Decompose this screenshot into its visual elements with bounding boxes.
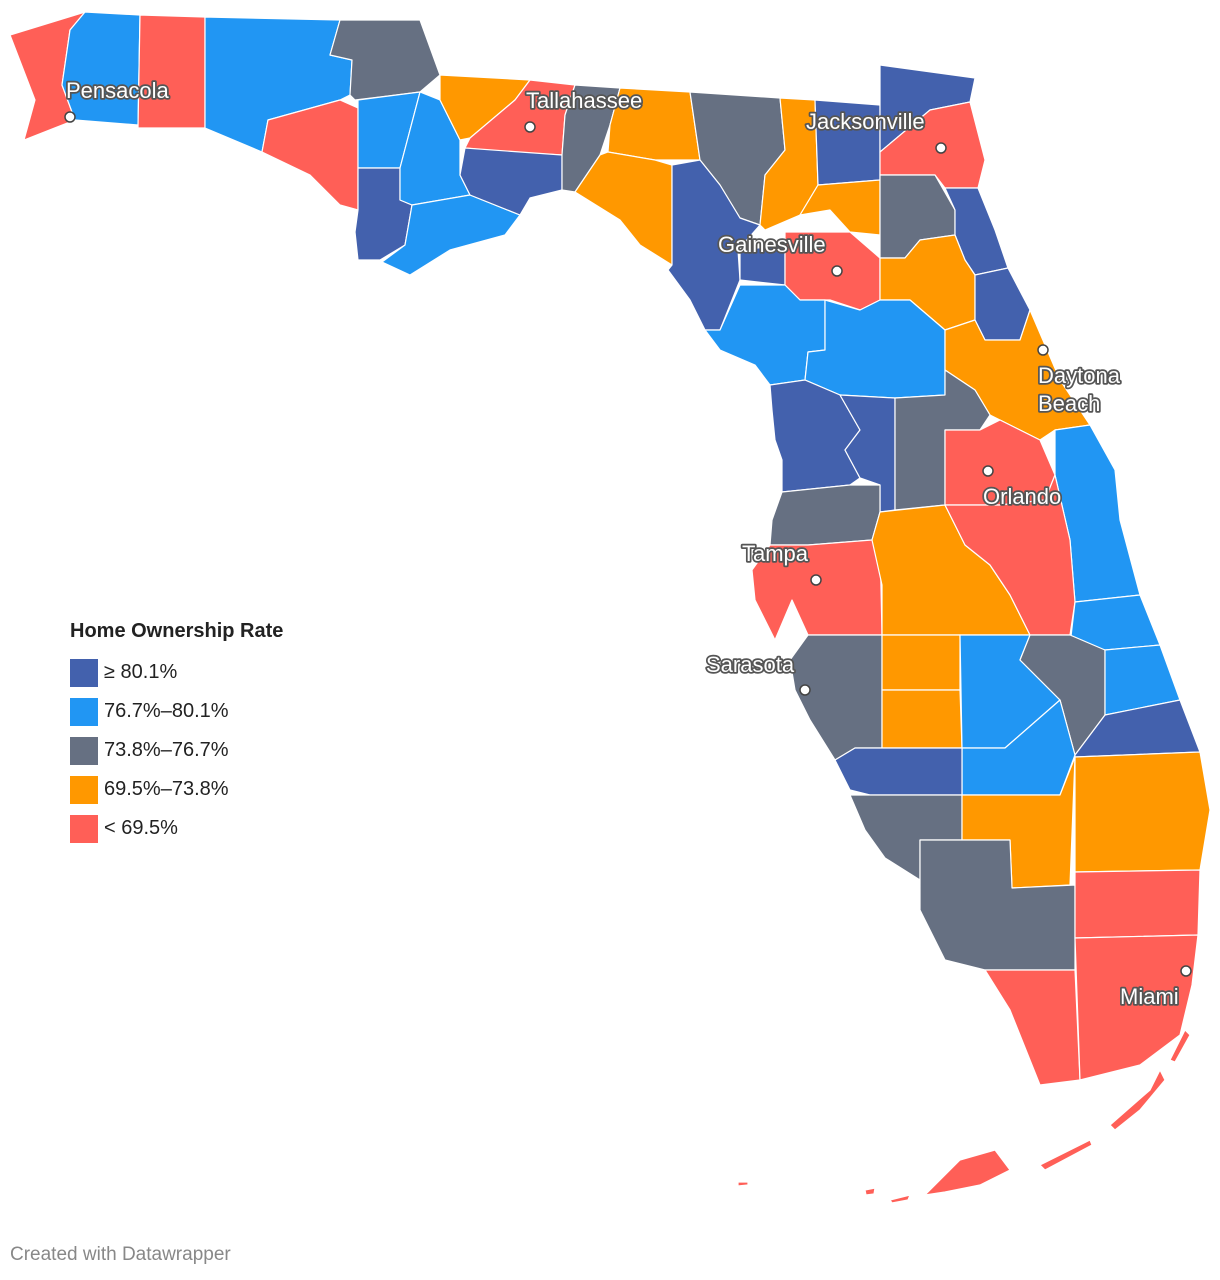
legend-item: < 69.5% bbox=[70, 809, 283, 848]
legend-swatch bbox=[70, 736, 98, 765]
county bbox=[881, 634, 961, 691]
city-label-beach: Beach bbox=[1038, 391, 1100, 416]
county bbox=[769, 379, 861, 493]
legend-label: ≥ 80.1% bbox=[104, 661, 178, 683]
city-dot bbox=[1037, 344, 1049, 356]
city-dot bbox=[524, 121, 536, 133]
city-dot bbox=[982, 465, 994, 477]
county bbox=[137, 14, 206, 129]
legend-label: 69.5%–73.8% bbox=[104, 778, 229, 800]
county bbox=[984, 969, 1081, 1086]
legend-swatch bbox=[70, 658, 98, 687]
legend-title: Home Ownership Rate bbox=[70, 620, 284, 642]
county bbox=[574, 151, 673, 266]
county bbox=[974, 267, 1031, 341]
legend-swatch bbox=[70, 814, 98, 843]
legend-swatch bbox=[70, 697, 98, 726]
city-dot bbox=[64, 111, 76, 123]
county bbox=[737, 1029, 1191, 1204]
county bbox=[834, 747, 963, 796]
city-label-tallahassee: Tallahassee bbox=[526, 88, 642, 113]
legend-label: < 69.5% bbox=[104, 817, 178, 839]
legend-label: 76.7%–80.1% bbox=[104, 700, 229, 722]
county bbox=[61, 11, 141, 126]
city-label-sarasota: Sarasota bbox=[706, 652, 795, 677]
county bbox=[804, 299, 946, 399]
city-label-tampa: Tampa bbox=[742, 541, 809, 566]
county bbox=[1074, 934, 1199, 1081]
legend-item: ≥ 80.1% bbox=[70, 653, 283, 692]
legend-swatch bbox=[70, 775, 98, 804]
city-dot bbox=[935, 142, 947, 154]
city-label-jacksonville: Jacksonville bbox=[806, 109, 925, 134]
legend-item: 69.5%–73.8% bbox=[70, 770, 283, 809]
county bbox=[261, 99, 359, 211]
city-label-gainesville: Gainesville bbox=[718, 232, 826, 257]
city-label-daytona: Daytona bbox=[1038, 363, 1121, 388]
legend-label: 73.8%–76.7% bbox=[104, 739, 229, 761]
legend-item: 73.8%–76.7% bbox=[70, 731, 283, 770]
county bbox=[1074, 869, 1201, 939]
county bbox=[881, 689, 963, 749]
city-label-orlando: Orlando bbox=[983, 484, 1061, 509]
legend-item: 76.7%–80.1% bbox=[70, 692, 283, 731]
legend: Home Ownership Rate ≥ 80.1% 76.7%–80.1% … bbox=[70, 620, 283, 848]
county bbox=[769, 484, 881, 546]
county bbox=[1074, 751, 1211, 873]
city-dot bbox=[810, 574, 822, 586]
credit-text[interactable]: Created with Datawrapper bbox=[10, 1244, 231, 1265]
county bbox=[329, 19, 441, 101]
city-label-miami: Miami bbox=[1120, 984, 1179, 1009]
city-dot bbox=[831, 265, 843, 277]
city-dot bbox=[1180, 965, 1192, 977]
county bbox=[789, 634, 883, 761]
city-label-pensacola: Pensacola bbox=[66, 78, 170, 103]
city-dot bbox=[799, 684, 811, 696]
